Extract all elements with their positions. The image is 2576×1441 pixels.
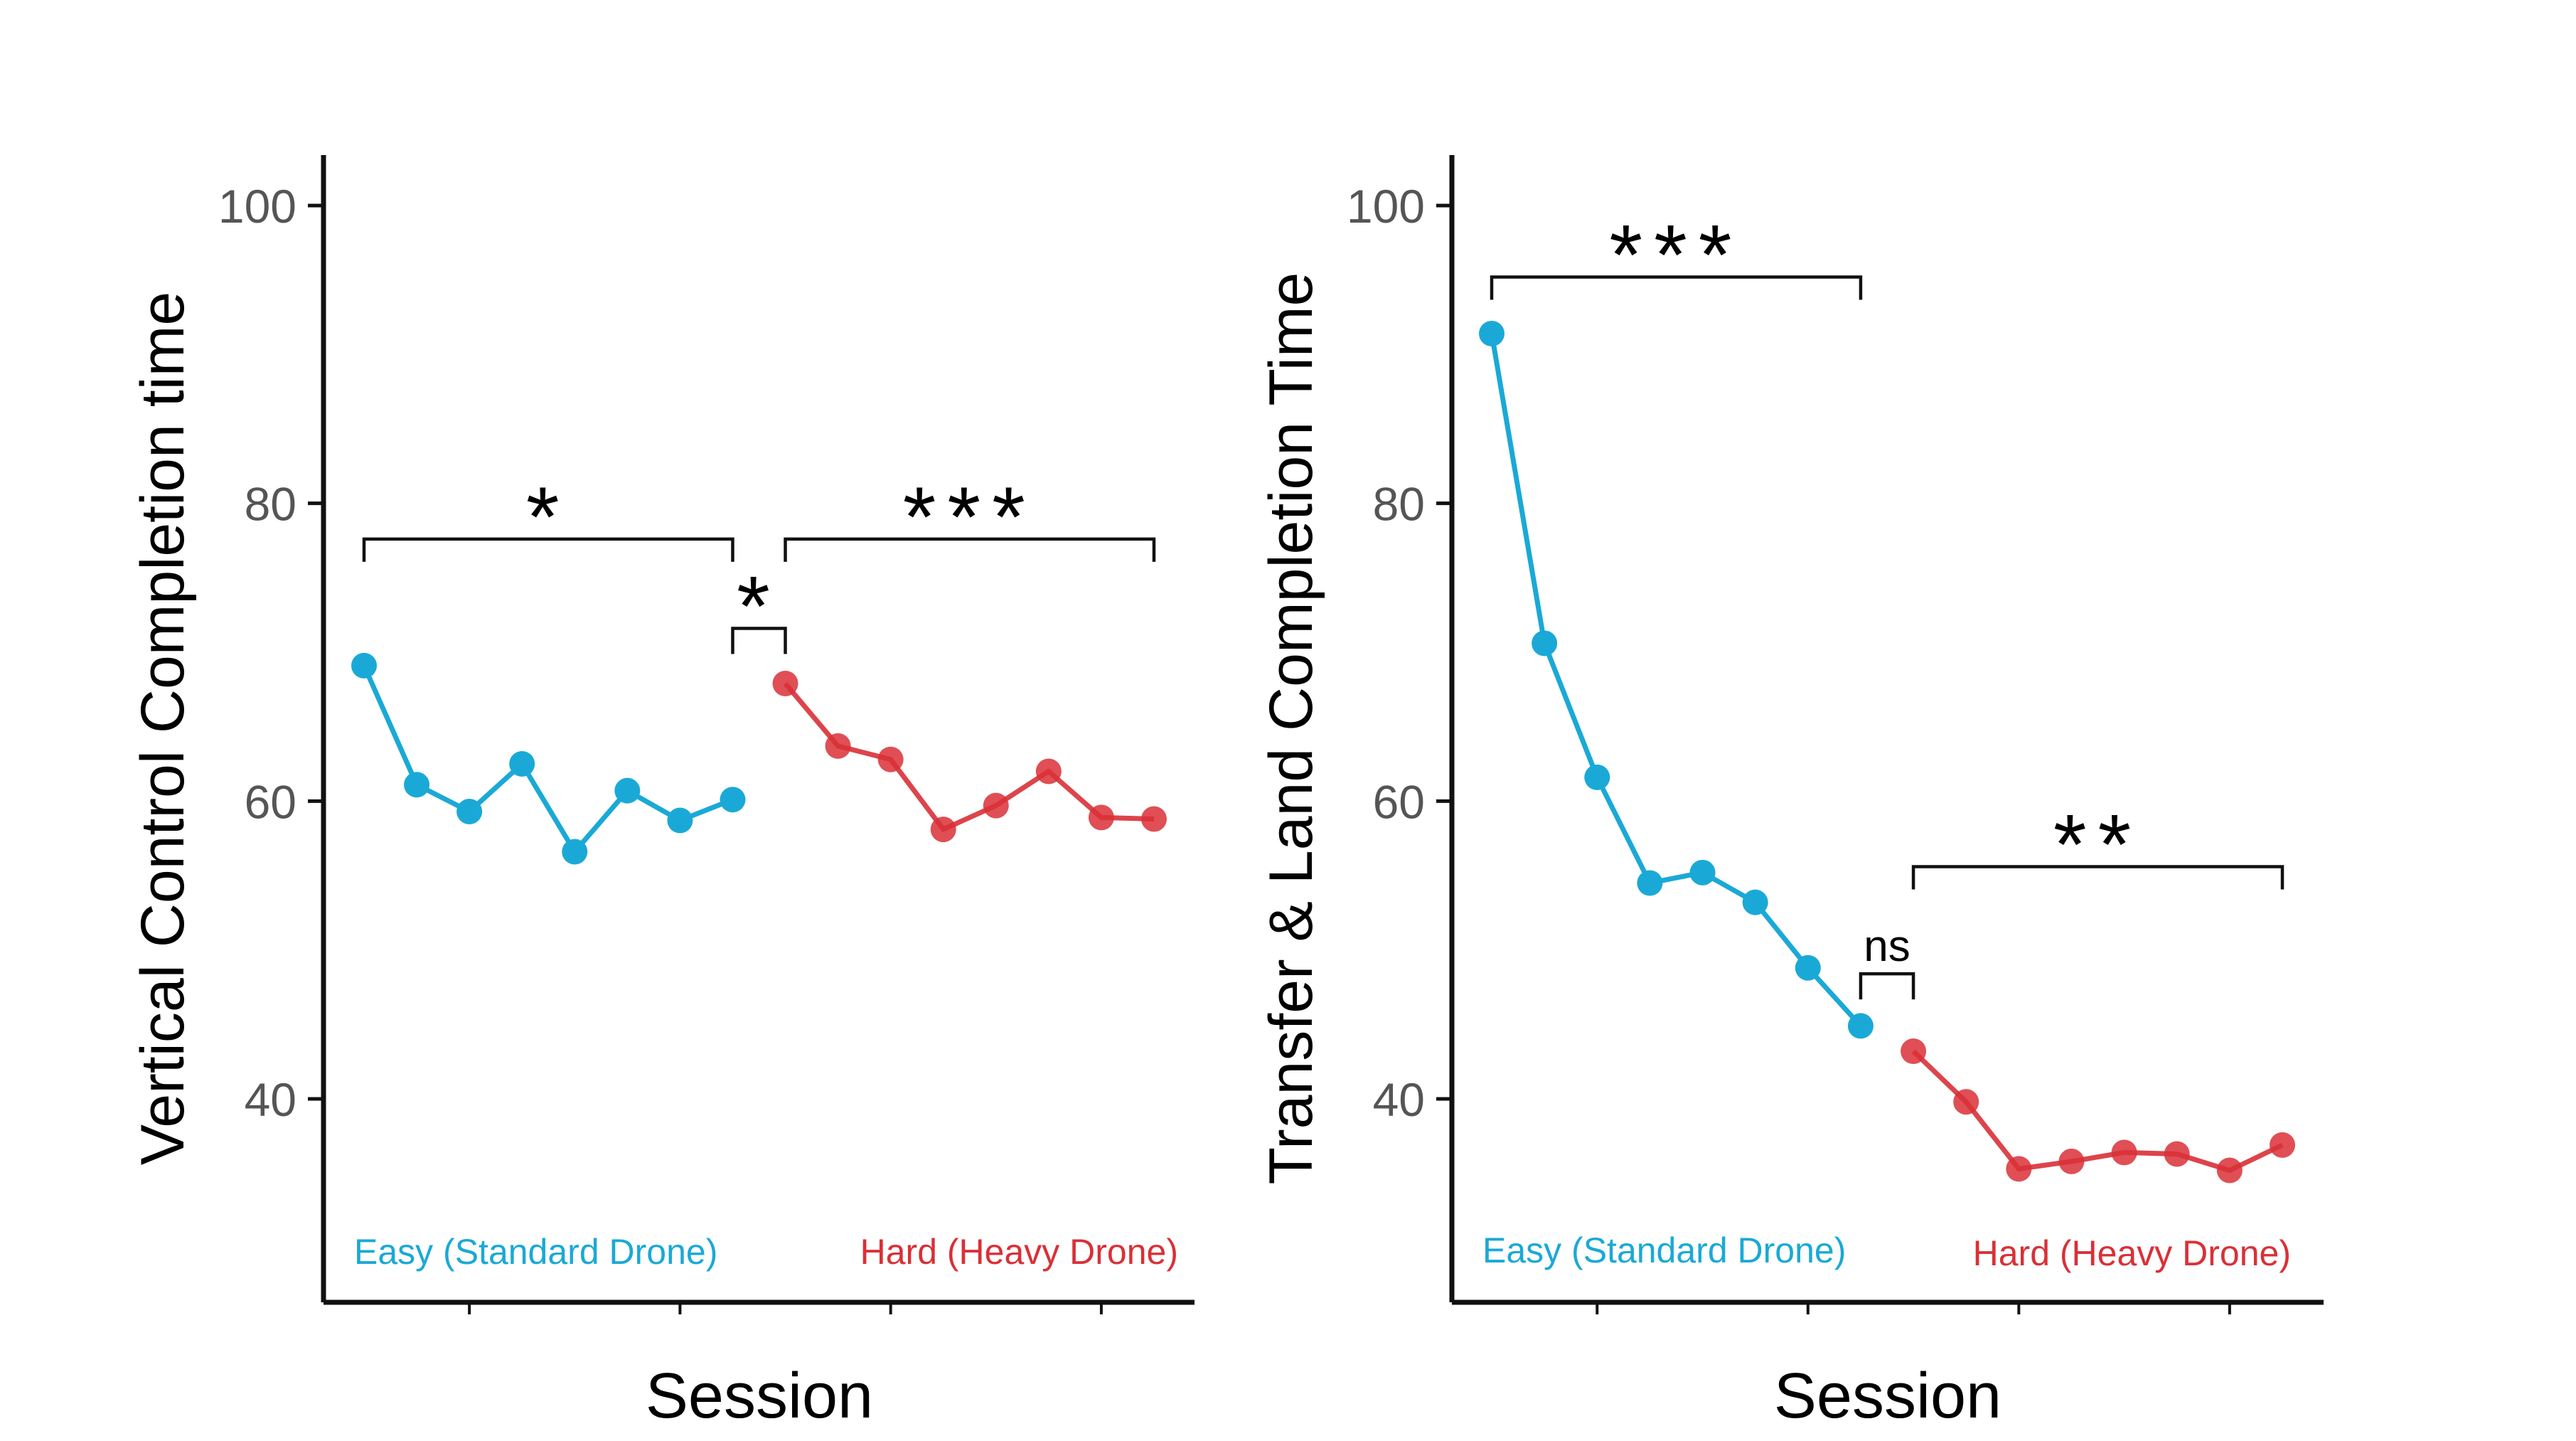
significance-label: * xyxy=(526,469,571,565)
y-tick-label: 60 xyxy=(245,775,296,828)
hard-legend-label: Hard (Heavy Drone) xyxy=(1973,1233,2291,1273)
hard-data-point xyxy=(2216,1157,2243,1184)
easy-data-point xyxy=(667,807,693,834)
easy-legend-label: Easy (Standard Drone) xyxy=(354,1232,717,1272)
easy-data-point xyxy=(351,652,377,679)
x-axis-title: Session xyxy=(646,1361,873,1432)
easy-data-point xyxy=(1584,764,1610,790)
easy-data-point xyxy=(562,839,588,865)
easy-data-point xyxy=(1742,889,1768,915)
y-tick-label: 80 xyxy=(1373,478,1425,531)
easy-data-point xyxy=(1795,955,1821,981)
easy-legend-label: Easy (Standard Drone) xyxy=(1482,1230,1846,1270)
hard-data-point xyxy=(1088,804,1114,831)
hard-data-point xyxy=(2058,1148,2085,1174)
hard-data-point xyxy=(1953,1089,1979,1115)
hard-data-point xyxy=(930,817,956,843)
easy-series-line xyxy=(1489,333,1863,1028)
easy-data-point xyxy=(720,787,746,813)
hard-data-point xyxy=(2164,1141,2190,1167)
hard-data-point xyxy=(1901,1038,1927,1065)
vertical-control-panel: Vertical Control Completion time Session… xyxy=(129,155,1195,1432)
hard-data-point xyxy=(825,733,851,759)
y-tick-label: 80 xyxy=(245,478,296,531)
significance-bracket xyxy=(1859,972,1915,1000)
y-tick-label: 100 xyxy=(1347,180,1425,233)
x-axis-title: Session xyxy=(1774,1361,2002,1432)
easy-data-point xyxy=(1637,870,1663,896)
easy-data-point xyxy=(456,798,483,824)
significance-bracket xyxy=(1490,275,1863,300)
hard-data-point xyxy=(1035,758,1062,785)
significance-bracket xyxy=(362,537,734,562)
hard-data-point xyxy=(983,792,1009,819)
transfer-land-panel: Transfer & Land Completion Time Session … xyxy=(1257,155,2324,1432)
hard-legend-label: Hard (Heavy Drone) xyxy=(860,1232,1178,1272)
y-tick-label: 40 xyxy=(1373,1073,1425,1126)
significance-bracket xyxy=(731,627,787,654)
significance-bracket xyxy=(1911,865,2284,890)
hard-data-point xyxy=(2111,1139,2137,1166)
easy-data-point xyxy=(1847,1013,1874,1039)
hard-data-point xyxy=(772,670,798,696)
significance-label: ** xyxy=(2053,797,2142,892)
significance-label: *** xyxy=(1609,207,1743,302)
significance-label: ns xyxy=(1864,922,1910,971)
hard-data-point xyxy=(2270,1132,2295,1158)
y-tick-label: 40 xyxy=(245,1073,296,1126)
hard-data-point xyxy=(1141,806,1167,832)
easy-data-point xyxy=(1532,630,1558,656)
y-tick-label: 60 xyxy=(1373,775,1425,828)
y-axis-title: Vertical Control Completion time xyxy=(129,292,197,1165)
hard-data-point xyxy=(2006,1156,2032,1182)
easy-data-point xyxy=(1689,859,1716,886)
significance-label: * xyxy=(737,559,781,654)
easy-data-point xyxy=(509,751,535,777)
significance-bracket xyxy=(784,537,1156,562)
y-tick-label: 100 xyxy=(218,180,296,233)
easy-data-point xyxy=(404,772,430,798)
significance-label: *** xyxy=(903,469,1037,565)
easy-data-point xyxy=(614,777,641,804)
y-axis-title: Transfer & Land Completion Time xyxy=(1257,272,1325,1185)
hard-data-point xyxy=(877,746,904,772)
easy-data-point xyxy=(1479,321,1505,347)
